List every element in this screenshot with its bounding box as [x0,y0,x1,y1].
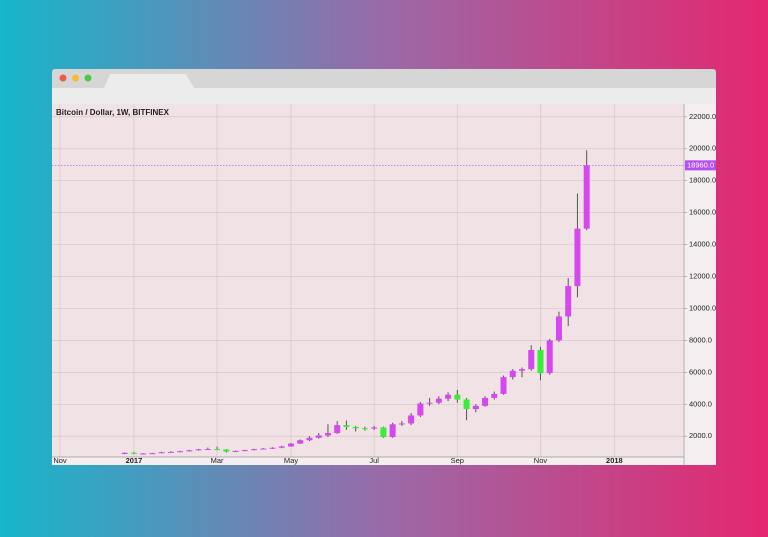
axis-labels: 2000.0 4000.0 6000.0 8000.0 10000.0 12000.0 14… [53,112,716,465]
x-tick-label: Sep [451,456,464,465]
candle-body [546,340,553,374]
candle-body [121,452,128,454]
candle-body [472,405,479,410]
browser-tab[interactable] [104,74,194,88]
candle-body [278,446,285,448]
x-axis-area [52,457,684,465]
minimize-button[interactable] [72,74,79,82]
candle-body [371,427,378,429]
x-tick-label: Nov [53,456,67,465]
candle-body [380,427,387,438]
candle-body [149,453,156,455]
candle-body [223,449,230,452]
y-tick-label: 12000.0 [689,271,716,280]
candle-body [583,165,590,229]
candle-body [195,449,202,451]
close-button[interactable] [59,74,67,82]
candle-body [482,397,489,406]
candle-body [454,394,461,400]
y-tick-label: 6000.0 [689,367,712,376]
candle-body [334,425,341,434]
price-label: 18960.0 [687,160,714,169]
candle-body [251,449,258,451]
candle-body [204,449,211,451]
candle-body [324,433,331,436]
candle-body [177,451,184,453]
y-tick-label: 18000.0 [689,176,716,185]
candle-body [269,447,276,449]
maximize-button[interactable] [84,74,92,82]
candle-body [315,435,322,438]
x-tick-label: Jul [369,456,379,465]
candle-body [555,316,562,341]
candle-body [426,402,433,404]
toolbar [52,88,716,104]
y-tick-label: 20000.0 [689,144,716,153]
candles [52,150,684,455]
y-tick-label: 2000.0 [689,431,712,440]
x-tick-label: May [284,456,298,465]
x-tick-label: Mar [211,456,224,465]
candle-body [519,369,525,371]
candle-body [398,423,405,425]
candle-body [435,398,442,403]
y-tick-label: 4000.0 [689,399,712,408]
candle-body [214,449,221,451]
candle-body [241,450,248,452]
candle-body [167,451,174,453]
y-tick-label: 14000.0 [689,240,716,249]
candle-body [140,453,147,455]
candle-body [537,349,544,374]
price-label-box [685,160,716,171]
candle-body [130,452,137,454]
candle-body [408,415,415,424]
candle-body [500,377,507,394]
candle-body [158,452,165,454]
y-tick-label: 10000.0 [689,303,716,312]
x-tick-label: 2017 [126,456,143,465]
candle-body [574,228,581,287]
candle-body [288,443,294,447]
candle-body [389,424,396,438]
chart-title: Bitcoin / Dollar, 1W, BITFINEX [56,108,170,117]
candle-body [445,394,452,399]
candle-body [509,370,516,378]
candle-body [343,425,350,427]
candle-body [297,440,304,444]
candle-body [463,399,470,410]
candle-body [417,403,424,416]
candle-body [528,349,535,370]
y-axis-area [684,104,716,465]
candle-body [361,428,368,430]
candle-body [232,450,239,452]
x-tick-label: Nov [534,456,548,465]
x-tick-label: 2018 [606,456,623,465]
candle-body [306,437,313,441]
candle-body [491,393,498,398]
candle-body [352,426,359,429]
y-tick-label: 8000.0 [689,335,712,344]
candle-body [260,448,267,450]
y-tick-label: 16000.0 [689,208,716,217]
candle-body [186,450,193,452]
y-tick-label: 22000.0 [689,112,716,121]
candle-body [565,286,572,317]
